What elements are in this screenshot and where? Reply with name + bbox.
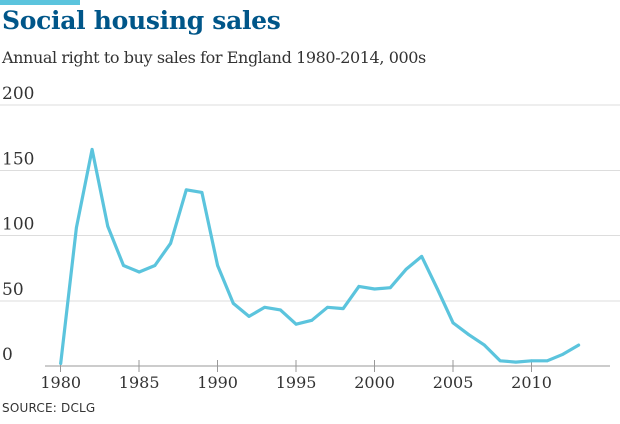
data-point-1980: [59, 361, 63, 365]
data-point-1987: [169, 241, 172, 245]
data-point-1984: [122, 264, 125, 267]
x-tick-label-2010: 2010: [511, 373, 552, 392]
source-note: SOURCE: DCLG: [2, 401, 96, 415]
data-point-2012: [561, 352, 565, 356]
y-tick-label-100: 100: [2, 215, 34, 235]
x-axis: 1980 1985 1990 1995 2000 2005 2010: [40, 360, 610, 392]
x-tick-label-1980: 1980: [40, 373, 81, 392]
y-tick-label-150: 150: [2, 149, 34, 169]
x-tick-label-1990: 1990: [197, 373, 238, 392]
data-point-1989: [200, 191, 204, 194]
data-point-2004: [435, 287, 439, 291]
x-tick-label-1985: 1985: [119, 373, 160, 392]
data-point-1981: [74, 226, 78, 230]
x-tick-label-2000: 2000: [354, 373, 395, 392]
data-point-1982: [90, 147, 94, 151]
data-point-2009: [514, 360, 518, 364]
data-point-2007: [483, 343, 486, 347]
accent-bar: [0, 0, 80, 5]
data-point-1998: [341, 307, 345, 310]
y-axis: 0 50 100 150 200: [2, 84, 34, 365]
chart-title: Social housing sales: [2, 6, 281, 35]
y-tick-label-200: 200: [2, 84, 34, 104]
data-point-2006: [467, 333, 471, 337]
y-tick-label-50: 50: [2, 280, 24, 300]
data-point-1988: [184, 188, 188, 192]
data-point-2013: [577, 343, 581, 347]
data-point-1983: [106, 224, 110, 228]
data-point-1997: [326, 305, 329, 309]
x-tick-label-2005: 2005: [433, 373, 474, 392]
data-point-2010: [530, 359, 533, 363]
data-point-2002: [404, 268, 408, 271]
data-point-2011: [545, 359, 549, 363]
data-point-1991: [231, 301, 235, 305]
data-point-1995: [294, 322, 298, 326]
data-point-1985: [137, 270, 141, 274]
y-tick-label-0: 0: [2, 345, 13, 365]
data-point-2005: [451, 321, 455, 325]
data-point-1999: [357, 284, 361, 288]
data-point-1986: [153, 264, 157, 267]
data-point-1992: [247, 315, 251, 318]
line-chart: 0 50 100 150 200 1980 1985 1990 1995 2000 2005 201…: [0, 84, 620, 392]
data-point-2001: [388, 286, 392, 290]
data-point-2008: [498, 359, 502, 363]
data-point-1994: [279, 308, 282, 312]
series-layer: [59, 147, 581, 365]
data-point-1996: [310, 318, 314, 322]
data-point-1990: [216, 264, 220, 267]
data-point-1993: [263, 305, 267, 309]
grid-lines: [0, 104, 620, 302]
data-point-2000: [373, 287, 376, 291]
x-tick-label-1995: 1995: [276, 373, 317, 392]
series-line-0: [59, 147, 581, 365]
chart-subtitle: Annual right to buy sales for England 19…: [2, 48, 426, 67]
data-point-2003: [420, 254, 424, 258]
